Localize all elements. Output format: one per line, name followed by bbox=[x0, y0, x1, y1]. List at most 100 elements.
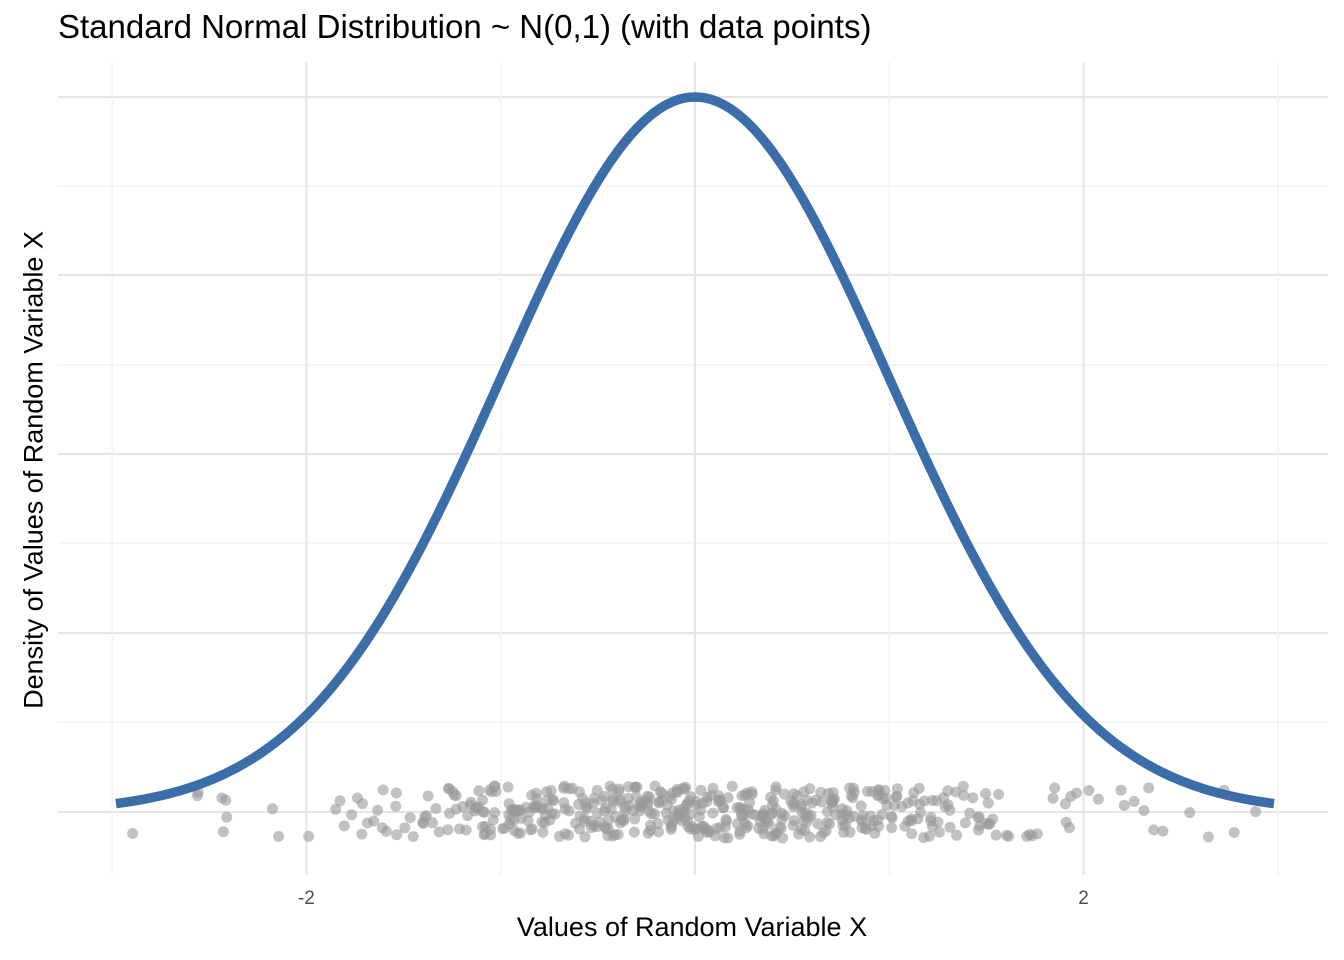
data-point bbox=[840, 819, 852, 831]
data-point bbox=[990, 829, 1002, 841]
density-curve-layer bbox=[114, 92, 1276, 809]
data-point bbox=[634, 796, 646, 808]
data-point bbox=[422, 790, 434, 802]
data-point bbox=[770, 781, 782, 793]
data-point bbox=[553, 830, 565, 842]
data-point bbox=[338, 820, 350, 832]
data-point bbox=[579, 831, 591, 843]
data-point bbox=[603, 814, 615, 826]
data-point bbox=[1092, 793, 1104, 805]
data-point bbox=[915, 806, 927, 818]
data-point bbox=[924, 830, 935, 842]
data-point bbox=[693, 811, 705, 823]
data-point bbox=[885, 811, 897, 822]
data-point bbox=[964, 807, 976, 819]
data-point bbox=[931, 795, 943, 807]
data-point bbox=[220, 794, 232, 806]
data-point bbox=[906, 828, 918, 840]
data-point bbox=[796, 807, 808, 818]
data-point bbox=[778, 788, 790, 800]
data-point bbox=[303, 830, 315, 842]
data-point bbox=[872, 814, 884, 826]
data-point bbox=[830, 809, 842, 821]
data-point bbox=[913, 782, 925, 794]
data-point bbox=[450, 803, 462, 815]
data-point bbox=[890, 791, 902, 803]
data-point bbox=[334, 795, 346, 807]
y-axis-label: Density of Values of Random Variable X bbox=[18, 231, 49, 709]
data-point bbox=[1083, 785, 1095, 796]
x-tick-label: -2 bbox=[298, 888, 315, 909]
data-point bbox=[714, 821, 726, 833]
data-point bbox=[391, 829, 403, 841]
data-point bbox=[958, 789, 970, 801]
data-point bbox=[951, 829, 963, 841]
data-point bbox=[872, 790, 884, 802]
data-point bbox=[473, 801, 485, 813]
data-point bbox=[541, 786, 553, 798]
data-point bbox=[430, 803, 442, 814]
data-points bbox=[127, 780, 1262, 844]
data-point bbox=[628, 826, 640, 838]
data-point bbox=[573, 823, 585, 835]
data-point bbox=[273, 830, 285, 842]
data-point bbox=[619, 805, 631, 817]
data-point bbox=[944, 804, 956, 816]
x-tick-labels: -2 2 bbox=[298, 888, 1089, 909]
data-point bbox=[1148, 824, 1160, 836]
data-point bbox=[679, 781, 691, 793]
data-point bbox=[862, 785, 873, 797]
data-point bbox=[614, 796, 626, 808]
data-point bbox=[1157, 825, 1169, 837]
data-point bbox=[442, 824, 454, 836]
data-point bbox=[848, 786, 860, 798]
data-point bbox=[967, 792, 979, 804]
data-point bbox=[701, 791, 713, 803]
data-point bbox=[1143, 782, 1155, 794]
data-point bbox=[613, 786, 625, 798]
data-point bbox=[821, 816, 833, 828]
grid-lines bbox=[58, 62, 1328, 875]
data-point bbox=[653, 797, 665, 809]
data-point bbox=[722, 792, 734, 804]
data-point bbox=[942, 785, 954, 797]
data-point bbox=[888, 800, 900, 811]
data-point bbox=[539, 817, 551, 829]
data-point bbox=[656, 788, 668, 799]
data-point bbox=[577, 793, 589, 804]
data-point bbox=[734, 828, 746, 840]
data-point bbox=[1071, 787, 1082, 799]
data-point bbox=[522, 815, 534, 827]
data-point bbox=[685, 823, 696, 835]
data-point bbox=[973, 824, 984, 836]
data-point bbox=[1228, 827, 1240, 838]
data-point bbox=[1060, 798, 1071, 810]
data-point bbox=[926, 821, 938, 832]
data-point bbox=[356, 828, 368, 840]
data-point bbox=[959, 817, 971, 829]
data-point bbox=[649, 780, 661, 792]
data-point bbox=[707, 782, 719, 794]
data-point bbox=[775, 822, 787, 834]
data-point bbox=[514, 804, 526, 816]
data-point bbox=[798, 786, 810, 798]
data-point bbox=[1202, 831, 1214, 843]
data-point bbox=[801, 816, 813, 828]
data-point bbox=[600, 823, 612, 835]
data-point bbox=[622, 781, 634, 793]
data-point bbox=[1049, 782, 1061, 794]
data-point bbox=[718, 832, 730, 844]
data-point bbox=[267, 803, 278, 815]
data-point bbox=[767, 799, 778, 811]
data-point bbox=[502, 781, 514, 793]
data-point bbox=[376, 822, 388, 834]
data-point bbox=[812, 818, 824, 830]
data-point bbox=[604, 780, 616, 792]
data-point bbox=[542, 802, 554, 814]
data-point bbox=[221, 811, 233, 823]
data-point bbox=[399, 822, 411, 834]
data-point bbox=[1128, 796, 1140, 807]
data-point bbox=[433, 826, 445, 838]
data-point bbox=[820, 825, 832, 837]
data-point bbox=[944, 821, 956, 833]
